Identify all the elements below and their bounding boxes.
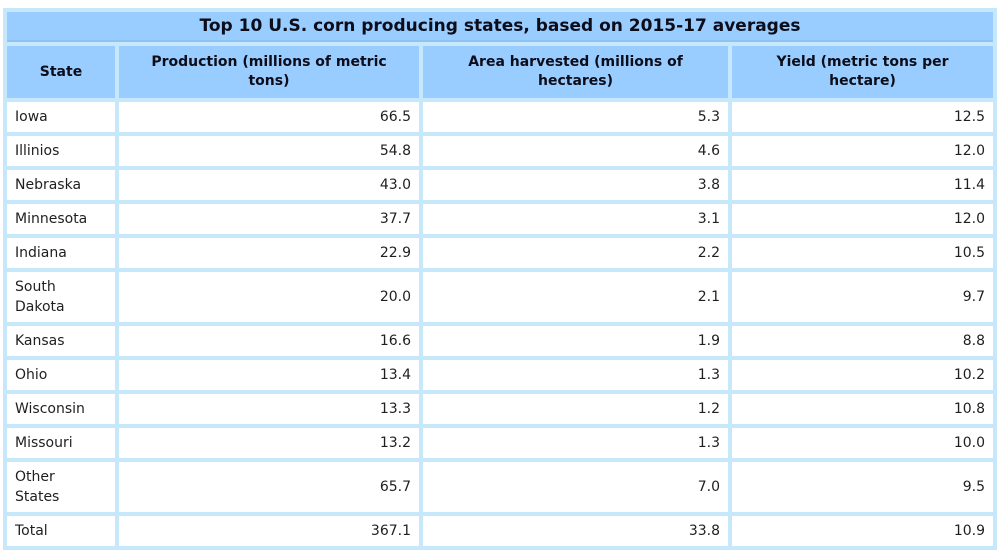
table-title: Top 10 U.S. corn producing states, based… (7, 12, 994, 42)
table-row: Nebraska 43.0 3.8 11.4 (7, 170, 994, 200)
state-cell: Nebraska (7, 170, 115, 200)
table-row: Indiana 22.9 2.2 10.5 (7, 238, 994, 268)
production-cell: 54.8 (119, 136, 419, 166)
yield-cell: 12.0 (732, 204, 994, 234)
yield-cell: 12.0 (732, 136, 994, 166)
area-cell: 1.3 (423, 428, 728, 458)
area-cell: 1.2 (423, 394, 728, 424)
state-cell: Indiana (7, 238, 115, 268)
state-cell: Ohio (7, 360, 115, 390)
table-row: Minnesota 37.7 3.1 12.0 (7, 204, 994, 234)
column-header-yield: Yield (metric tons per hectare) (732, 46, 994, 98)
production-cell: 16.6 (119, 326, 419, 356)
area-cell: 2.1 (423, 272, 728, 322)
yield-cell: 8.8 (732, 326, 994, 356)
area-cell: 4.6 (423, 136, 728, 166)
state-cell: Other States (7, 462, 115, 512)
production-cell: 13.4 (119, 360, 419, 390)
state-cell: Total (7, 516, 115, 546)
state-cell: South Dakota (7, 272, 115, 322)
yield-cell: 11.4 (732, 170, 994, 200)
table-row: South Dakota 20.0 2.1 9.7 (7, 272, 994, 322)
yield-cell: 12.5 (732, 102, 994, 132)
yield-cell: 9.5 (732, 462, 994, 512)
yield-cell: 10.5 (732, 238, 994, 268)
header-row: State Production (millions of metric ton… (7, 46, 994, 98)
area-cell: 5.3 (423, 102, 728, 132)
production-cell: 22.9 (119, 238, 419, 268)
corn-production-table: Top 10 U.S. corn producing states, based… (3, 8, 998, 550)
state-cell: Kansas (7, 326, 115, 356)
table-row: Ohio 13.4 1.3 10.2 (7, 360, 994, 390)
state-cell: Wisconsin (7, 394, 115, 424)
production-cell: 43.0 (119, 170, 419, 200)
table-row: Wisconsin 13.3 1.2 10.8 (7, 394, 994, 424)
production-cell: 20.0 (119, 272, 419, 322)
area-cell: 2.2 (423, 238, 728, 268)
column-header-production: Production (millions of metric tons) (119, 46, 419, 98)
production-cell: 367.1 (119, 516, 419, 546)
area-cell: 3.1 (423, 204, 728, 234)
table-row: Kansas 16.6 1.9 8.8 (7, 326, 994, 356)
column-header-state: State (7, 46, 115, 98)
state-cell: Minnesota (7, 204, 115, 234)
yield-cell: 10.8 (732, 394, 994, 424)
production-cell: 66.5 (119, 102, 419, 132)
state-cell: Iowa (7, 102, 115, 132)
state-cell: Missouri (7, 428, 115, 458)
column-header-area-harvested: Area harvested (millions of hectares) (423, 46, 728, 98)
table-row-total: Total 367.1 33.8 10.9 (7, 516, 994, 546)
area-cell: 1.9 (423, 326, 728, 356)
production-cell: 37.7 (119, 204, 419, 234)
yield-cell: 10.0 (732, 428, 994, 458)
production-cell: 65.7 (119, 462, 419, 512)
area-cell: 3.8 (423, 170, 728, 200)
table-row: Missouri 13.2 1.3 10.0 (7, 428, 994, 458)
yield-cell: 10.9 (732, 516, 994, 546)
table-row: Iowa 66.5 5.3 12.5 (7, 102, 994, 132)
table-row: Illinios 54.8 4.6 12.0 (7, 136, 994, 166)
area-cell: 1.3 (423, 360, 728, 390)
table-row: Other States 65.7 7.0 9.5 (7, 462, 994, 512)
yield-cell: 9.7 (732, 272, 994, 322)
yield-cell: 10.2 (732, 360, 994, 390)
title-row: Top 10 U.S. corn producing states, based… (7, 12, 994, 42)
area-cell: 33.8 (423, 516, 728, 546)
state-cell: Illinios (7, 136, 115, 166)
production-cell: 13.2 (119, 428, 419, 458)
production-cell: 13.3 (119, 394, 419, 424)
area-cell: 7.0 (423, 462, 728, 512)
